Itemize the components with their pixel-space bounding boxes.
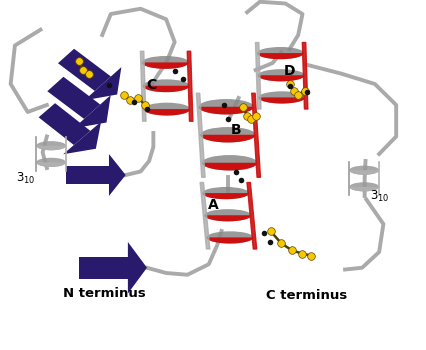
Polygon shape xyxy=(349,170,379,175)
Polygon shape xyxy=(47,77,100,119)
Ellipse shape xyxy=(259,91,305,104)
Text: N terminus: N terminus xyxy=(63,287,146,300)
Text: A: A xyxy=(207,198,219,212)
Polygon shape xyxy=(63,122,101,154)
Polygon shape xyxy=(128,242,147,294)
Polygon shape xyxy=(202,193,249,199)
Polygon shape xyxy=(74,95,111,128)
Ellipse shape xyxy=(143,79,190,92)
Ellipse shape xyxy=(349,182,379,191)
Polygon shape xyxy=(39,103,90,145)
Polygon shape xyxy=(199,107,254,114)
Ellipse shape xyxy=(142,56,189,69)
Polygon shape xyxy=(202,163,257,170)
Polygon shape xyxy=(259,97,305,104)
Polygon shape xyxy=(349,187,379,191)
Text: C terminus: C terminus xyxy=(266,289,347,302)
Text: 3$_{10}$: 3$_{10}$ xyxy=(16,171,35,186)
Polygon shape xyxy=(257,53,304,59)
Ellipse shape xyxy=(36,141,66,150)
Polygon shape xyxy=(207,237,253,244)
Text: D: D xyxy=(284,64,295,78)
Ellipse shape xyxy=(144,103,190,116)
Ellipse shape xyxy=(204,209,251,221)
Polygon shape xyxy=(58,49,111,91)
Polygon shape xyxy=(84,67,121,100)
Ellipse shape xyxy=(202,187,249,199)
Ellipse shape xyxy=(36,158,66,167)
Polygon shape xyxy=(36,162,66,167)
Polygon shape xyxy=(66,166,109,184)
Ellipse shape xyxy=(349,166,379,175)
Ellipse shape xyxy=(257,47,304,59)
Polygon shape xyxy=(109,154,126,196)
Ellipse shape xyxy=(199,99,254,114)
Polygon shape xyxy=(79,257,128,279)
Text: C: C xyxy=(146,78,156,92)
Text: B: B xyxy=(231,122,242,136)
Polygon shape xyxy=(143,86,190,92)
Polygon shape xyxy=(36,146,66,150)
Polygon shape xyxy=(258,75,305,81)
Ellipse shape xyxy=(202,155,257,170)
Ellipse shape xyxy=(207,231,253,244)
Ellipse shape xyxy=(200,127,256,142)
Polygon shape xyxy=(204,215,251,221)
Polygon shape xyxy=(144,109,190,116)
Text: 3$_{10}$: 3$_{10}$ xyxy=(370,188,390,204)
Polygon shape xyxy=(142,62,189,69)
Ellipse shape xyxy=(258,69,305,81)
Polygon shape xyxy=(200,135,256,142)
